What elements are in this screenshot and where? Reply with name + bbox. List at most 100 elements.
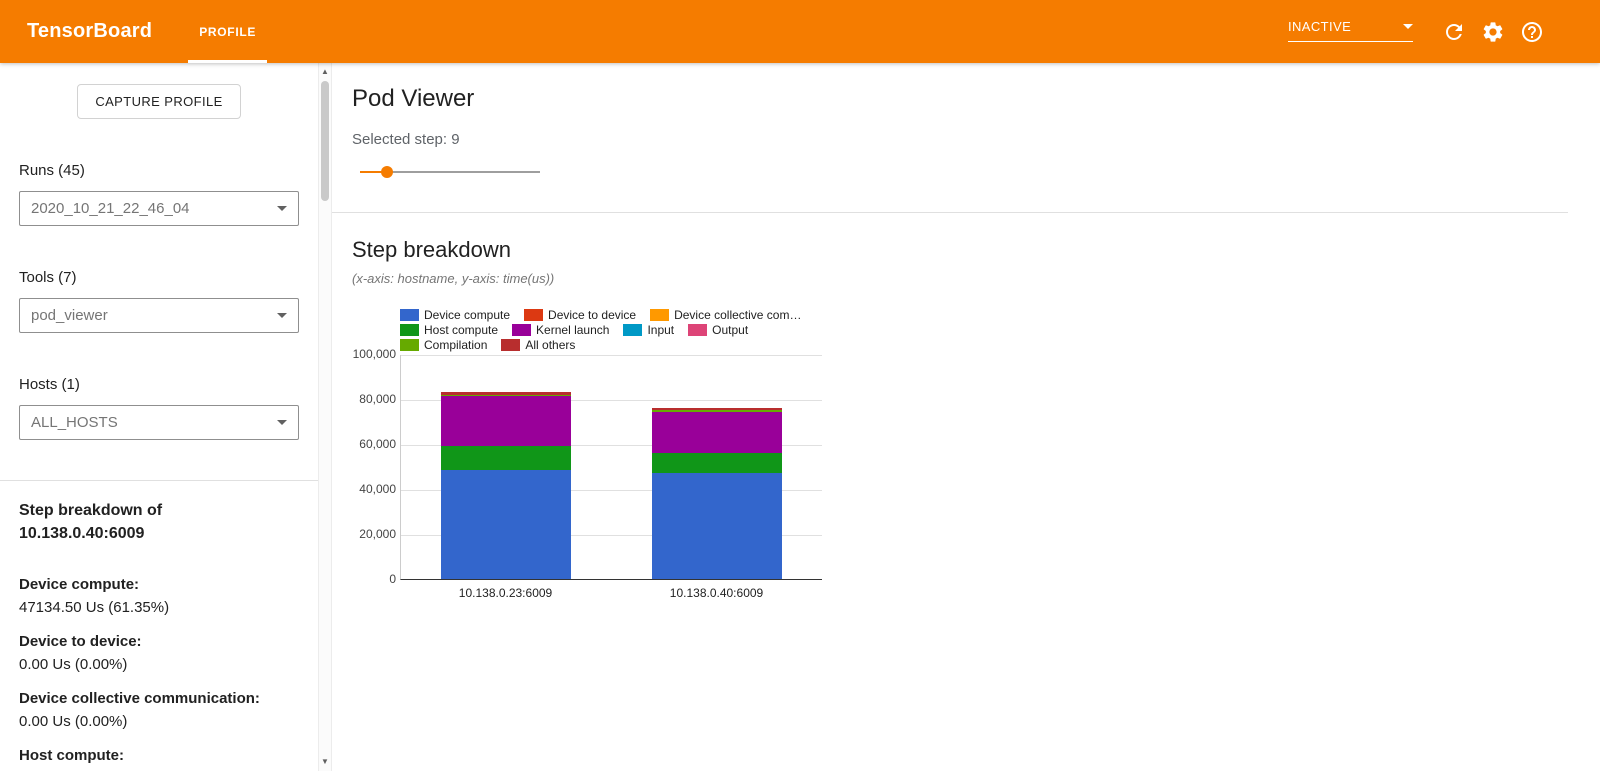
main-content: Pod Viewer Selected step: 9 Step breakdo… [332,63,1600,771]
stats-list: Device compute: 47134.50 Us (61.35%) Devic… [19,573,299,767]
hosts-select[interactable]: ALL_HOSTS [19,405,299,440]
legend-swatch-icon [400,308,419,321]
sidebar: CAPTURE PROFILE Runs (45) 2020_10_21_22_… [0,63,318,771]
chart-plot [400,355,822,580]
help-button[interactable] [1520,20,1544,44]
gridline [401,445,822,446]
step-slider-thumb[interactable] [381,166,393,178]
sidebar-scrollbar[interactable]: ▲ ▼ [318,63,332,771]
legend-label: Output [712,322,749,337]
step-slider[interactable] [360,164,540,180]
legend-item: Device compute [400,308,510,322]
stat-item: Device collective communication: 0.00 Us … [19,687,299,733]
help-icon [1522,21,1542,42]
legend-swatch-icon [650,308,670,321]
legend-swatch-icon [688,323,708,336]
x-tick-label: 10.138.0.40:6009 [669,586,764,600]
tab-profile-label: PROFILE [199,24,257,39]
bar-segment [651,452,782,473]
legend-swatch-icon [512,323,532,336]
reload-button[interactable] [1442,20,1466,44]
stat-item: Device to device: 0.00 Us (0.00%) [19,630,299,676]
legend-item: Host compute [400,323,498,337]
chevron-down-icon [277,206,287,211]
chevron-down-icon [277,313,287,318]
tab-profile[interactable]: PROFILE [188,0,268,63]
selected-step-label: Selected step: 9 [352,131,460,148]
chart-bar-10.138.0.23:6009[interactable] [441,392,572,579]
legend-label: Compilation [424,337,488,352]
y-tick-label: 60,000 [359,437,396,451]
stat-item: Device compute: 47134.50 Us (61.35%) [19,573,299,619]
y-tick-label: 100,000 [352,347,396,361]
legend-row: Compilation All others [400,337,815,352]
runs-label: Runs (45) [19,162,85,179]
bar-segment [651,410,782,412]
legend-item: All others [501,338,575,352]
legend-row: Device compute Device to device Device col… [400,307,815,322]
hosts-label: Hosts (1) [19,376,80,393]
x-tick-label: 10.138.0.23:6009 [458,586,553,600]
data-status-select[interactable]: INACTIVE [1288,19,1413,42]
stat-label: Host compute: [19,747,124,764]
data-status-value: INACTIVE [1288,19,1352,34]
y-tick-label: 40,000 [359,482,396,496]
hosts-select-value: ALL_HOSTS [31,414,118,431]
legend-item: Device collective com… [650,308,801,322]
tools-label: Tools (7) [19,269,77,286]
legend-swatch-icon [400,338,419,351]
gridline [401,355,822,356]
legend-item: Input [623,323,674,337]
bar-segment [651,472,782,579]
legend-swatch-icon [400,323,419,336]
step-breakdown-heading-line2: 10.138.0.40:6009 [19,525,145,542]
legend-label: Device compute [424,307,511,322]
legend-swatch-icon [501,338,521,351]
step-breakdown-heading-line1: Step breakdown of [19,502,163,519]
scroll-down-icon[interactable]: ▼ [321,757,329,766]
scroll-up-icon[interactable]: ▲ [321,67,329,76]
active-tab-indicator [188,60,268,63]
legend-item: Output [688,323,748,337]
legend-label: Input [647,322,675,337]
chart-bar-10.138.0.40:6009[interactable] [651,408,782,579]
stat-label: Device compute: [19,576,140,593]
legend-item: Kernel launch [512,323,609,337]
settings-button[interactable] [1481,20,1505,44]
sidebar-divider [0,480,318,481]
step-slider-track[interactable] [360,171,540,173]
gridline [401,400,822,401]
bar-segment [441,469,572,579]
bar-segment [441,394,572,396]
stat-value: 0.00 Us (0.00%) [19,656,128,673]
bar-segment [651,408,782,411]
bar-segment [441,392,572,395]
legend-item: Compilation [400,338,487,352]
gridline [401,535,822,536]
legend-label: Device to device [548,307,637,322]
reload-icon [1446,23,1462,40]
capture-profile-button[interactable]: CAPTURE PROFILE [77,84,241,119]
scrollbar-thumb[interactable] [321,81,329,201]
y-tick-label: 0 [389,572,396,586]
runs-select[interactable]: 2020_10_21_22_46_04 [19,191,299,226]
tools-select[interactable]: pod_viewer [19,298,299,333]
legend-swatch-icon [524,308,544,321]
runs-select-value: 2020_10_21_22_46_04 [31,200,190,217]
y-tick-label: 80,000 [359,392,396,406]
stat-value: 0.00 Us (0.00%) [19,713,128,730]
tools-select-value: pod_viewer [31,307,108,324]
stat-label: Device to device: [19,633,142,650]
legend-label: Device collective com… [674,307,802,322]
app-header: TensorBoard PROFILE INACTIVE [0,0,1600,63]
section-title: Step breakdown [352,237,511,262]
page-title: Pod Viewer [352,85,475,112]
app-title: TensorBoard [27,20,153,42]
y-tick-label: 20,000 [359,527,396,541]
stat-label: Device collective communication: [19,690,260,707]
gear-icon [1483,21,1503,42]
gridline [401,490,822,491]
bar-segment [441,395,572,447]
legend-label: All others [525,337,576,352]
section-divider [332,212,1568,213]
